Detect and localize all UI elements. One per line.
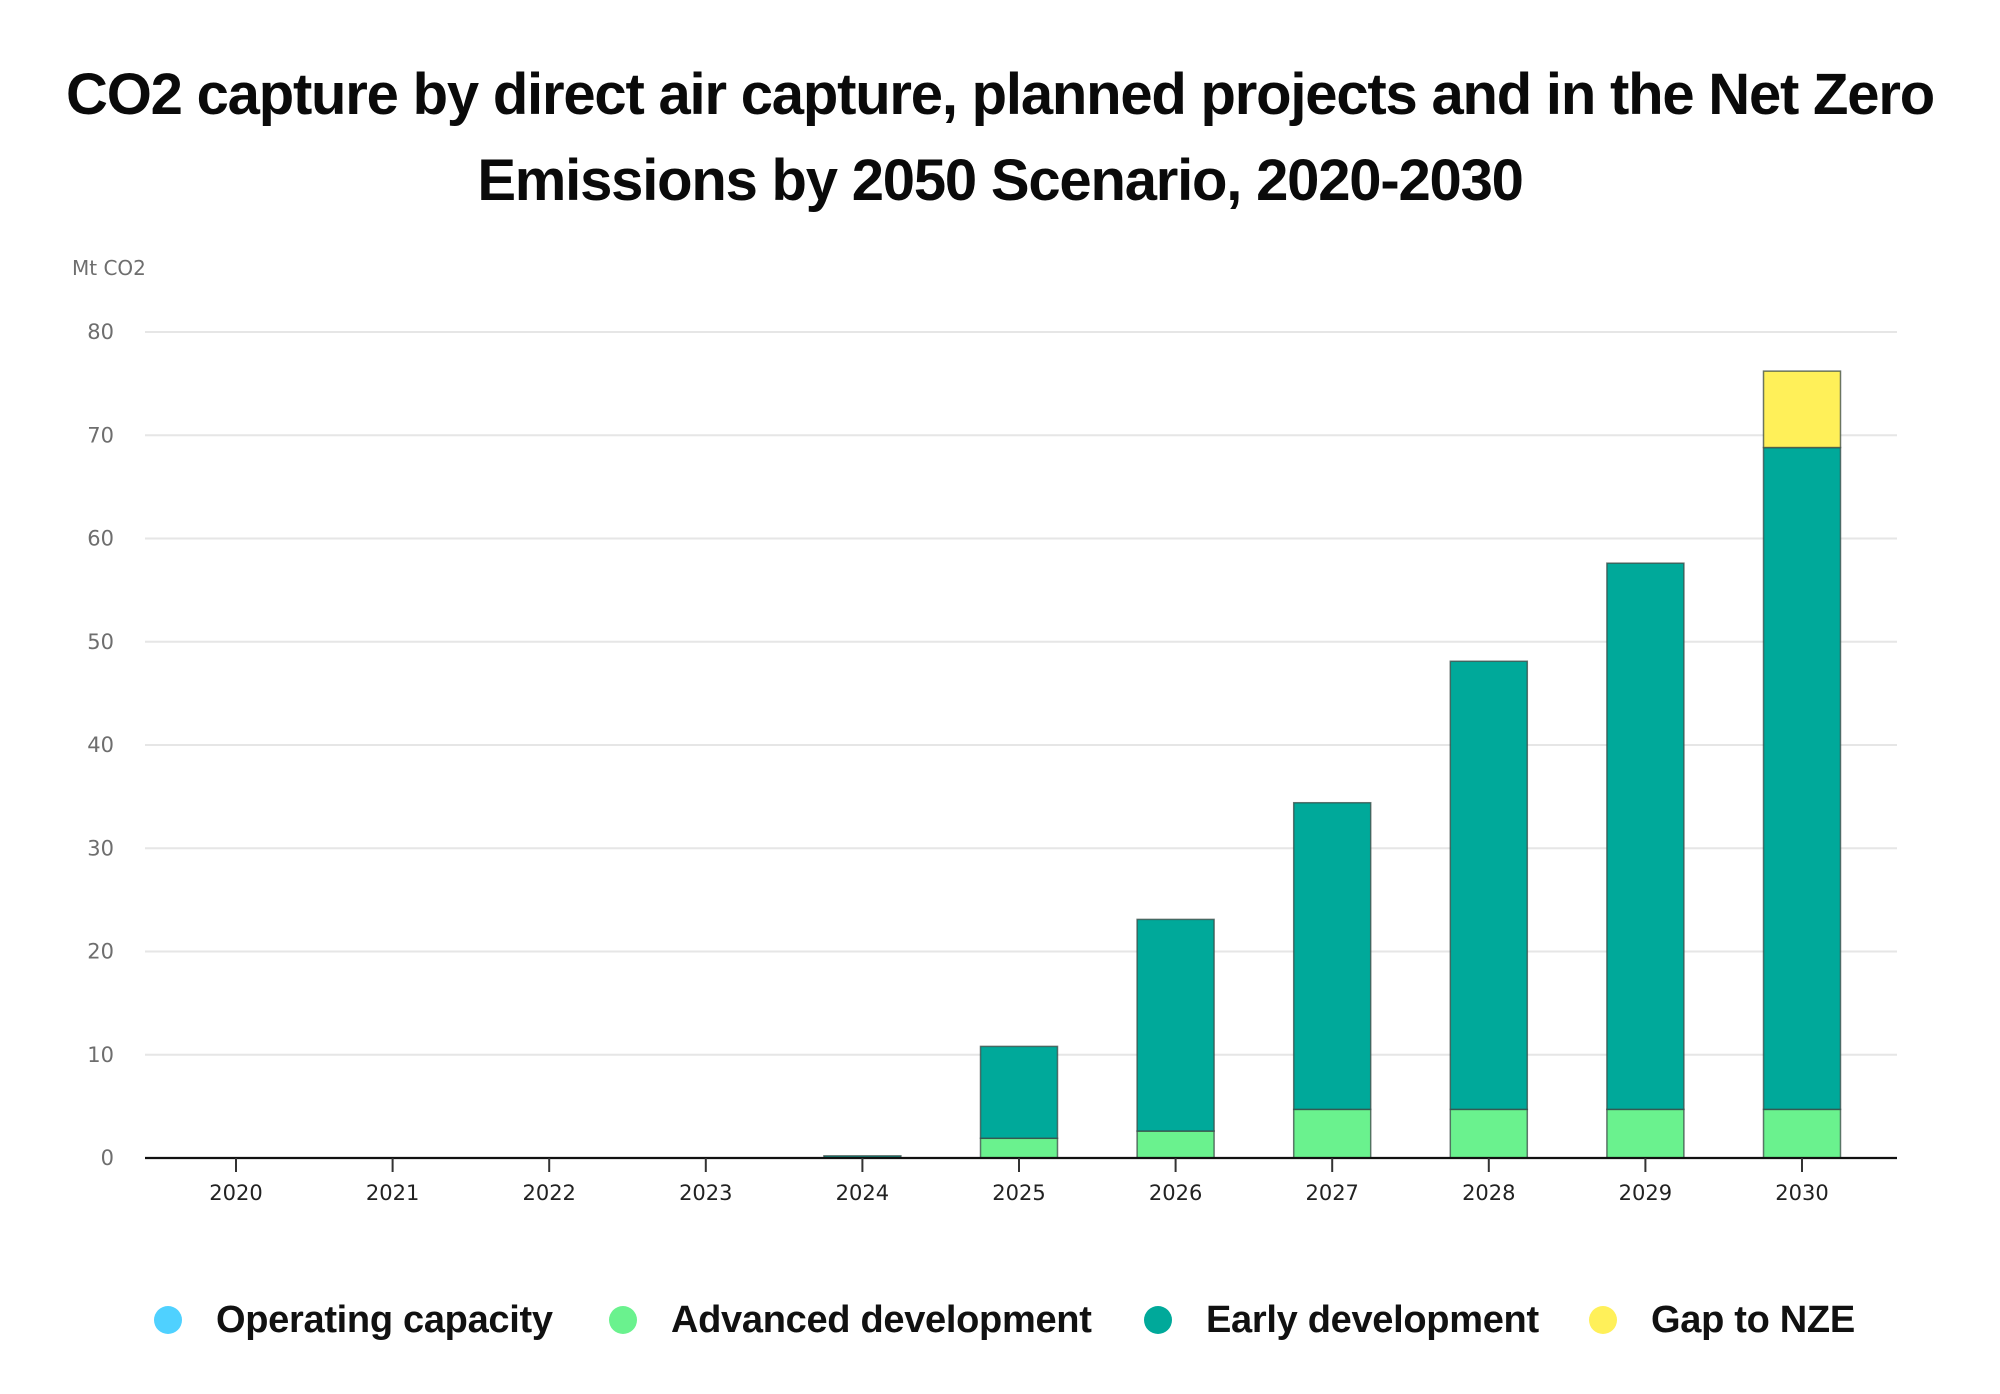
y-tick-label: 40 bbox=[87, 733, 114, 757]
bar-stack-2026 bbox=[1136, 918, 1215, 1159]
legend-dot-icon bbox=[154, 1306, 182, 1334]
y-tick-label: 80 bbox=[87, 320, 114, 344]
legend-label: Early development bbox=[1206, 1298, 1539, 1341]
legend-dot-icon bbox=[1589, 1306, 1617, 1334]
y-tick-label: 30 bbox=[87, 836, 114, 860]
y-tick-label: 0 bbox=[101, 1146, 114, 1170]
x-tick-label: 2029 bbox=[1619, 1181, 1672, 1205]
legend: Operating capacity Advanced development Ea… bbox=[0, 1292, 2000, 1348]
x-tick-label: 2023 bbox=[679, 1181, 732, 1205]
x-tick-label: 2022 bbox=[522, 1181, 575, 1205]
x-tick-label: 2028 bbox=[1462, 1181, 1515, 1205]
bar-segment-early-development bbox=[1606, 562, 1685, 1111]
legend-label: Operating capacity bbox=[216, 1298, 553, 1341]
bar-segment-gap-to-nze bbox=[1762, 370, 1842, 449]
x-tick-label: 2020 bbox=[209, 1181, 262, 1205]
y-axis-unit-label: Mt CO2 bbox=[72, 256, 146, 280]
x-axis: 2020 2021 2022 2023 2024 2025 2026 2027 2028 2029… bbox=[145, 1156, 1897, 1205]
bar-stack-2025 bbox=[979, 1045, 1059, 1159]
bar-segment-early-development bbox=[1449, 660, 1529, 1111]
bar-stack-2029 bbox=[1606, 562, 1685, 1159]
y-tick-label: 50 bbox=[87, 630, 114, 654]
chart-title: CO2 capture by direct air capture, plann… bbox=[66, 62, 1935, 213]
x-tick-label: 2027 bbox=[1305, 1181, 1358, 1205]
y-tick-label: 10 bbox=[87, 1043, 114, 1067]
bar-segment-advanced-development bbox=[1762, 1108, 1842, 1159]
bar-segment-advanced-development bbox=[1136, 1130, 1215, 1159]
bar-segment-advanced-development bbox=[1292, 1108, 1372, 1159]
legend-item-early-development[interactable]: Early development bbox=[1144, 1292, 1539, 1348]
bar-segment-early-development bbox=[1136, 918, 1215, 1132]
x-tick-label: 2021 bbox=[366, 1181, 419, 1205]
bar-stack-2030 bbox=[1762, 370, 1842, 1159]
legend-item-gap-to-nze[interactable]: Gap to NZE bbox=[1589, 1292, 1855, 1348]
x-tick-label: 2024 bbox=[836, 1181, 889, 1205]
legend-item-advanced-development[interactable]: Advanced development bbox=[609, 1292, 1092, 1348]
bar-segment-advanced-development bbox=[979, 1137, 1059, 1159]
y-tick-label: 60 bbox=[87, 527, 114, 551]
legend-label: Gap to NZE bbox=[1651, 1298, 1855, 1341]
bar-segment-early-development bbox=[1762, 446, 1842, 1111]
bar-stack-2028 bbox=[1449, 660, 1529, 1159]
legend-item-operating-capacity[interactable]: Operating capacity bbox=[154, 1292, 553, 1348]
bar-segment-advanced-development bbox=[1606, 1108, 1685, 1159]
legend-label: Advanced development bbox=[671, 1298, 1092, 1341]
bar-segment-advanced-development bbox=[1449, 1108, 1529, 1159]
y-axis-ticks: 0 10 20 30 40 50 60 70 80 bbox=[87, 320, 114, 1170]
gridlines bbox=[145, 331, 1897, 1056]
y-tick-label: 20 bbox=[87, 940, 114, 964]
bar-segment-early-development bbox=[979, 1045, 1059, 1140]
y-tick-label: 70 bbox=[87, 423, 114, 447]
legend-dot-icon bbox=[1144, 1306, 1172, 1334]
bar-stack-2027 bbox=[1292, 801, 1372, 1159]
legend-dot-icon bbox=[609, 1306, 637, 1334]
x-tick-label: 2030 bbox=[1775, 1181, 1828, 1205]
bars bbox=[823, 370, 1842, 1159]
x-tick-label: 2025 bbox=[992, 1181, 1045, 1205]
x-tick-label: 2026 bbox=[1149, 1181, 1202, 1205]
bar-segment-early-development bbox=[1292, 801, 1372, 1111]
